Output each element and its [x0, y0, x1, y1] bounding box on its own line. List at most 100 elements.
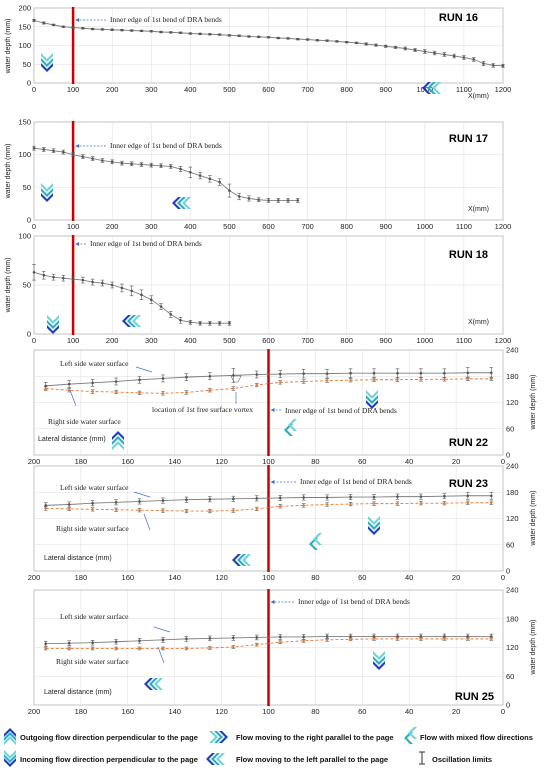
data-point — [419, 371, 423, 375]
data-point — [114, 640, 118, 644]
data-point — [372, 502, 376, 506]
data-point — [44, 386, 48, 391]
vortex-mark — [230, 375, 242, 383]
data-point — [255, 507, 259, 511]
mixed-flow-icon — [404, 727, 417, 744]
x-tick-label: 80 — [311, 457, 319, 466]
data-point — [149, 163, 153, 167]
outgoing-flow-icon-chevron — [4, 736, 16, 745]
data-point — [208, 497, 212, 501]
data-point — [364, 42, 368, 46]
left-flow-icon — [432, 82, 441, 94]
data-point — [42, 21, 46, 25]
left-flow-icon — [154, 678, 163, 690]
data-point — [489, 371, 493, 375]
data-point — [278, 504, 282, 508]
data-point — [278, 380, 282, 384]
x-tick-label: 20 — [452, 573, 460, 582]
data-point — [443, 53, 446, 56]
label-pointer — [133, 491, 151, 498]
data-point — [161, 499, 165, 502]
left-flow-icon — [427, 82, 436, 94]
x-tick-label: 1200 — [495, 336, 512, 345]
series-line — [45, 638, 492, 649]
data-point — [302, 639, 306, 643]
outgoing-flow-icon — [112, 441, 124, 450]
data-point — [255, 497, 259, 500]
data-point — [44, 646, 48, 651]
data-point — [179, 318, 182, 322]
x-tick-label: 900 — [379, 336, 392, 345]
x-tick-label: 700 — [301, 222, 314, 231]
data-point — [52, 275, 55, 279]
data-point — [296, 199, 300, 202]
data-point — [130, 29, 134, 32]
y-tick-label: 120 — [506, 514, 519, 523]
data-point — [228, 321, 231, 325]
x-tick-label: 200 — [106, 85, 119, 94]
data-point — [120, 286, 124, 290]
x-tick-label: 100 — [262, 707, 275, 716]
y-tick-label: 0 — [27, 216, 31, 225]
x-tick-label: 0 — [501, 457, 505, 466]
data-point — [169, 313, 173, 316]
data-point — [442, 377, 446, 381]
data-point — [138, 378, 141, 382]
outgoing-flow-icon-chevron — [4, 728, 16, 737]
data-point — [255, 373, 259, 376]
data-point — [257, 35, 261, 39]
x-tick-label: 500 — [223, 222, 236, 231]
x-tick-label: 1200 — [495, 85, 512, 94]
label-pointer — [69, 389, 77, 407]
data-point — [247, 197, 251, 200]
data-point — [228, 34, 231, 37]
data-point — [137, 646, 142, 651]
x-tick-label: 1000 — [416, 336, 433, 345]
data-point — [67, 641, 71, 645]
x-tick-label: 200 — [28, 707, 41, 716]
left-flow-icon — [132, 315, 141, 327]
data-point — [91, 641, 94, 645]
left-flow-icon — [177, 197, 186, 209]
x-tick-label: 600 — [262, 85, 275, 94]
x-tick-label: 140 — [168, 707, 181, 716]
data-point — [208, 646, 212, 650]
panel-run22: 200 180 160 140 120 100 80 60 40 20 0060120180240 … — [28, 346, 537, 467]
data-point — [140, 293, 143, 297]
x-tick-label: 500 — [223, 85, 236, 94]
annotation-arrowhead — [75, 242, 80, 246]
data-point — [189, 32, 192, 35]
series-line — [45, 378, 492, 394]
data-point — [208, 177, 212, 181]
data-point — [71, 153, 75, 156]
x-tick-label: 700 — [301, 336, 314, 345]
x-tick-label: 500 — [223, 336, 236, 345]
data-point — [466, 494, 470, 498]
data-point — [395, 637, 400, 641]
left-flow-icon — [232, 554, 241, 566]
panel-run17: 0 100 200 300 400 500 600 700 800 900 1000 1100 1200… — [5, 118, 511, 232]
data-point — [101, 281, 104, 285]
data-point — [349, 371, 352, 375]
incoming-flow-icon — [368, 516, 380, 525]
y-axis-label: water depth (mm) — [5, 19, 12, 75]
data-point — [231, 509, 235, 513]
data-point — [161, 377, 165, 380]
data-point — [413, 48, 417, 52]
label-pointer — [135, 366, 153, 373]
y-tick-label: 60 — [506, 424, 514, 433]
data-point — [218, 33, 221, 36]
x-tick-label: 1200 — [495, 222, 512, 231]
annotation-arrowhead — [75, 144, 80, 148]
y-tick-label: 180 — [506, 372, 519, 381]
incoming-flow-icon — [41, 63, 53, 72]
y-tick-label: 0 — [506, 701, 510, 710]
y-tick-label: 0 — [27, 79, 31, 88]
data-point — [384, 44, 388, 48]
y-tick-label: 180 — [506, 488, 519, 497]
y-tick-label: 100 — [18, 232, 31, 241]
panel-run16: 0100200300400500600700800900100011001200… — [5, 4, 511, 101]
data-point — [466, 501, 470, 505]
x-tick-label: 900 — [379, 85, 392, 94]
